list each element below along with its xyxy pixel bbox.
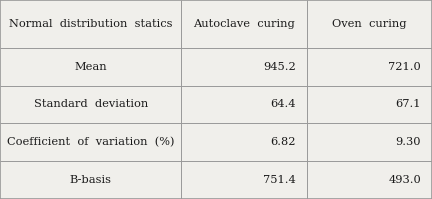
- Bar: [307, 0, 432, 48]
- Bar: [181, 0, 307, 48]
- Bar: [181, 48, 307, 86]
- Text: 9.30: 9.30: [396, 137, 421, 147]
- Bar: [307, 86, 432, 123]
- Text: Coefficient  of  variation  (%): Coefficient of variation (%): [7, 137, 175, 147]
- Text: 493.0: 493.0: [388, 175, 421, 185]
- Text: B-basis: B-basis: [70, 175, 112, 185]
- Bar: [0, 86, 181, 123]
- Text: 64.4: 64.4: [270, 100, 296, 109]
- Text: Standard  deviation: Standard deviation: [34, 100, 148, 109]
- Bar: [0, 161, 181, 199]
- Bar: [181, 86, 307, 123]
- Bar: [307, 48, 432, 86]
- Bar: [0, 0, 181, 48]
- Text: 751.4: 751.4: [263, 175, 296, 185]
- Text: 6.82: 6.82: [270, 137, 296, 147]
- Bar: [0, 48, 181, 86]
- Text: Mean: Mean: [74, 62, 107, 72]
- Bar: [307, 161, 432, 199]
- Text: 721.0: 721.0: [388, 62, 421, 72]
- Text: 67.1: 67.1: [396, 100, 421, 109]
- Bar: [181, 123, 307, 161]
- Bar: [181, 161, 307, 199]
- Text: Normal  distribution  statics: Normal distribution statics: [9, 19, 172, 29]
- Bar: [307, 123, 432, 161]
- Bar: [0, 123, 181, 161]
- Text: Autoclave  curing: Autoclave curing: [193, 19, 295, 29]
- Text: Oven  curing: Oven curing: [332, 19, 407, 29]
- Text: 945.2: 945.2: [263, 62, 296, 72]
